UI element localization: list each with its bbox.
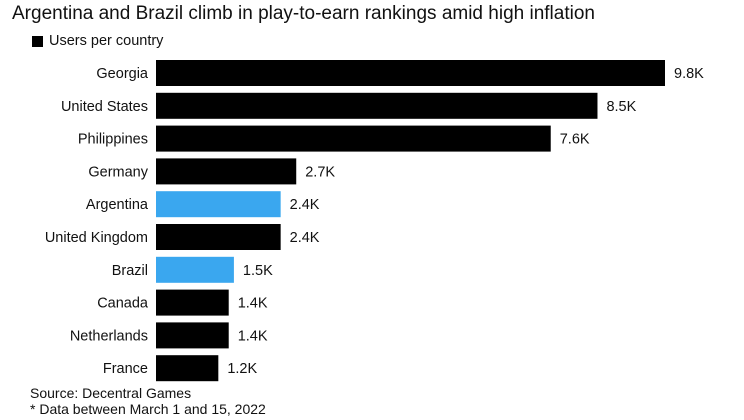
category-label-united-kingdom: United Kingdom (45, 230, 148, 246)
bar-united-states (156, 92, 598, 119)
bar-united-kingdom (156, 224, 281, 250)
bar-georgia (156, 60, 665, 86)
value-label-united-states: 8.5K (606, 99, 636, 115)
category-label-united-states: United States (61, 99, 148, 115)
value-label-united-kingdom: 2.4K (290, 230, 320, 246)
source-note: Source: Decentral Games (30, 385, 192, 401)
value-label-france: 1.2K (227, 361, 257, 377)
value-label-georgia: 9.8K (674, 66, 704, 82)
chart-title: Argentina and Brazil climb in play-to-ea… (12, 3, 595, 24)
category-label-philippines: Philippines (78, 132, 148, 148)
category-label-argentina: Argentina (86, 197, 149, 213)
legend-swatch (32, 35, 43, 47)
legend: Users per country (30, 31, 163, 51)
bar-canada (156, 289, 229, 316)
date-footnote: * Data between March 1 and 15, 2022 (30, 401, 266, 417)
bar-philippines (156, 125, 551, 152)
category-label-france: France (103, 361, 148, 377)
bar-netherlands (156, 322, 229, 349)
value-label-philippines: 7.6K (560, 132, 590, 148)
category-label-canada: Canada (97, 296, 149, 312)
bar-brazil (156, 256, 234, 283)
category-label-germany: Germany (88, 164, 148, 180)
category-label-netherlands: Netherlands (70, 328, 148, 344)
value-label-netherlands: 1.4K (238, 328, 268, 344)
bar-germany (156, 158, 297, 185)
bar-france (156, 355, 219, 382)
value-label-canada: 1.4K (238, 296, 268, 312)
legend-label: Users per country (49, 33, 164, 49)
value-label-argentina: 2.4K (290, 197, 320, 213)
value-label-germany: 2.7K (305, 164, 335, 180)
bar-argentina (156, 191, 281, 218)
category-label-brazil: Brazil (112, 263, 148, 279)
category-label-georgia: Georgia (96, 66, 149, 82)
value-label-brazil: 1.5K (243, 263, 273, 279)
